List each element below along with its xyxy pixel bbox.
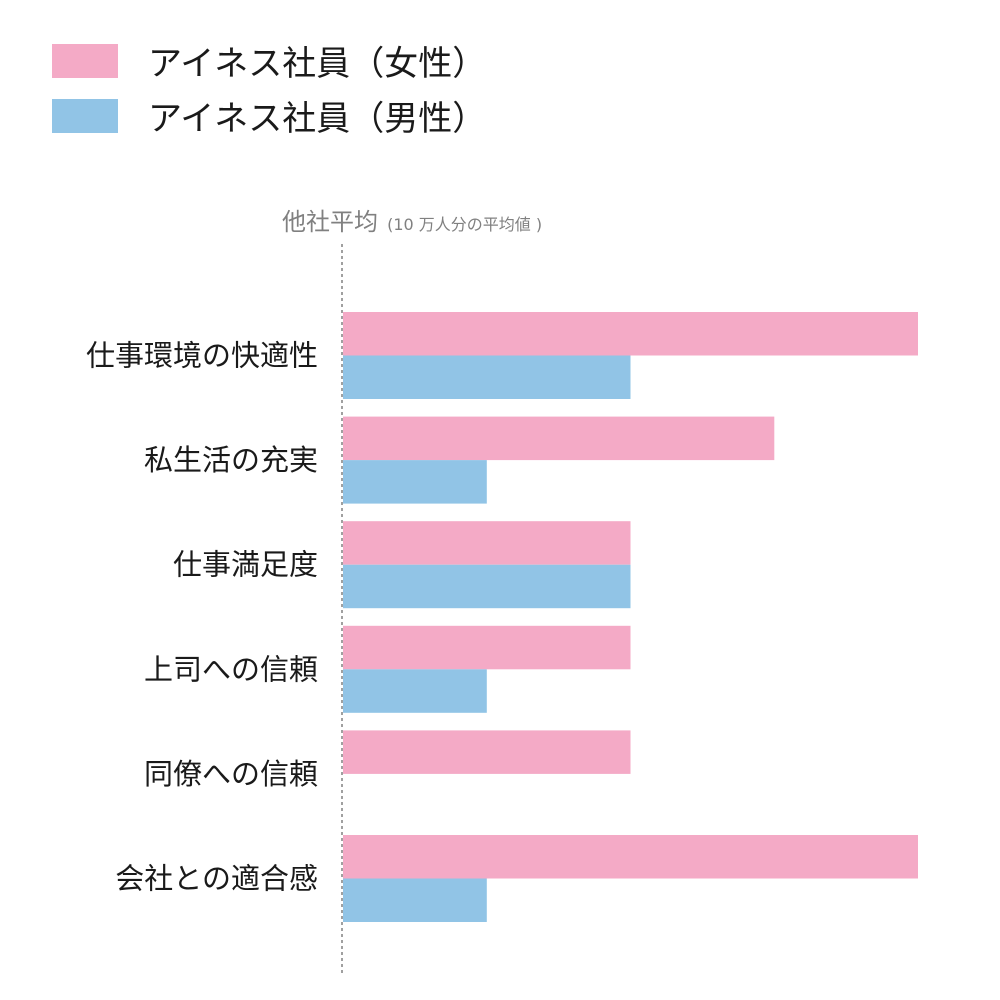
bar-female-4 <box>343 730 631 774</box>
baseline-label: 他社平均 <box>282 208 378 236</box>
legend-label-male: アイネス社員（男性） <box>148 99 486 139</box>
category-label-4: 同僚への信頼 <box>144 757 318 791</box>
baseline-sublabel: (10 万人分の平均値 ) <box>387 215 542 234</box>
bar-male-0 <box>343 355 631 399</box>
legend-label-female: アイネス社員（女性） <box>148 44 486 84</box>
legend-item-male: アイネス社員（男性） <box>52 99 486 139</box>
legend-swatch-female <box>52 44 118 78</box>
bar-male-5 <box>343 878 487 922</box>
category-label-5: 会社との適合感 <box>115 862 318 896</box>
bar-female-3 <box>343 625 631 670</box>
legend-swatch-male <box>52 99 118 133</box>
bar-female-0 <box>343 312 918 356</box>
bar-male-3 <box>343 669 487 713</box>
legend-item-female: アイネス社員（女性） <box>52 44 486 84</box>
legend: アイネス社員（女性） アイネス社員（男性） <box>52 44 486 139</box>
bar-male-1 <box>343 460 487 504</box>
bars-layer <box>343 312 918 922</box>
bar-male-2 <box>343 564 631 609</box>
category-label-1: 私生活の充実 <box>144 443 318 477</box>
baseline-caption: 他社平均 (10 万人分の平均値 ) <box>282 208 542 236</box>
category-label-2: 仕事満足度 <box>173 548 318 582</box>
category-label-3: 上司への信頼 <box>144 652 318 686</box>
bar-female-2 <box>343 521 631 565</box>
bar-female-5 <box>343 835 918 879</box>
category-label-0: 仕事環境の快適性 <box>86 339 318 373</box>
bar-female-1 <box>343 416 775 461</box>
